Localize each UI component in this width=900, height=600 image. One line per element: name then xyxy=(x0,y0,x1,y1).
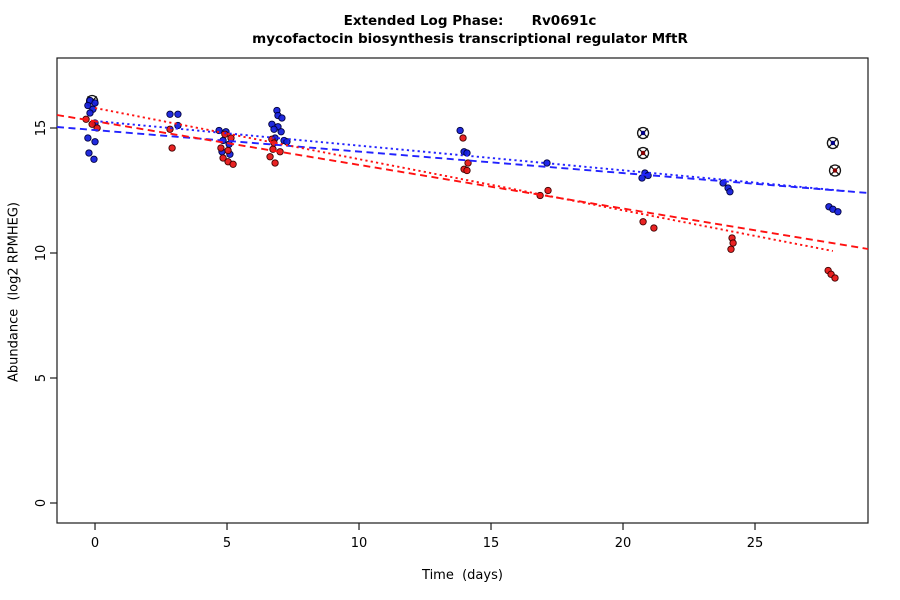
x-tick-label: 15 xyxy=(483,536,500,551)
blue-samples-point xyxy=(174,110,182,118)
red-samples-point xyxy=(650,224,658,232)
x-axis-label: Time (days) xyxy=(422,568,503,583)
red-flagged-outliers-center-dot xyxy=(832,168,838,173)
x-tick-label: 10 xyxy=(351,536,368,551)
blue-samples-point xyxy=(90,155,98,163)
x-tick-label: 5 xyxy=(223,536,231,551)
red-samples-point xyxy=(459,134,467,142)
blue-samples-point xyxy=(84,134,92,142)
blue-samples-point xyxy=(726,188,734,196)
red-samples-point xyxy=(217,144,225,152)
blue-samples-point xyxy=(85,149,93,157)
blue-dotted-fit xyxy=(94,120,845,192)
red-samples-point xyxy=(463,166,471,175)
red-samples-point xyxy=(219,154,227,162)
red-samples-point xyxy=(229,160,237,168)
blue-samples-point xyxy=(270,125,278,133)
red-flagged-outliers-center-dot xyxy=(640,150,646,156)
blue-samples-point xyxy=(834,208,842,216)
x-tick-label: 0 xyxy=(91,536,99,551)
red-samples-point xyxy=(729,239,737,247)
blue-samples-point xyxy=(278,114,286,122)
y-tick-label: 5 xyxy=(34,374,49,382)
blue-samples-point xyxy=(456,126,464,135)
y-tick-label: 0 xyxy=(34,499,49,507)
red-samples-point xyxy=(831,274,839,282)
y-tick-label: 15 xyxy=(34,120,49,137)
red-samples-point xyxy=(639,218,647,226)
red-samples-point xyxy=(727,245,735,253)
blue-flagged-outliers-center-dot xyxy=(640,130,646,136)
red-dashed-fit xyxy=(56,114,869,250)
x-tick-label: 20 xyxy=(615,536,632,551)
blue-samples-point xyxy=(84,101,92,110)
y-axis-label: Abundance (log2 RPMHEG) xyxy=(6,201,22,383)
blue-dashed-fit xyxy=(56,126,869,194)
plot-title-line1: Extended Log Phase: Rv0691c xyxy=(343,13,597,29)
blue-samples-point xyxy=(166,110,174,118)
plot-frame xyxy=(56,57,869,524)
red-samples-point xyxy=(266,153,274,161)
red-samples-point xyxy=(224,146,232,155)
blue-samples-point xyxy=(91,138,99,146)
blue-samples-point xyxy=(91,99,99,107)
x-tick-label: 25 xyxy=(747,536,764,551)
y-tick-label: 10 xyxy=(34,245,49,262)
blue-samples-point xyxy=(86,109,94,117)
blue-samples-point xyxy=(277,128,285,136)
plot-title-line2: mycofactocin biosynthesis transcriptiona… xyxy=(252,31,688,47)
red-samples-point xyxy=(166,125,174,133)
red-samples-point xyxy=(168,144,176,152)
red-dotted-fit xyxy=(94,107,834,252)
blue-samples-point xyxy=(638,174,646,182)
blue-flagged-outliers-center-dot xyxy=(830,140,836,146)
red-samples-point xyxy=(271,159,279,167)
red-samples-point xyxy=(544,186,552,195)
